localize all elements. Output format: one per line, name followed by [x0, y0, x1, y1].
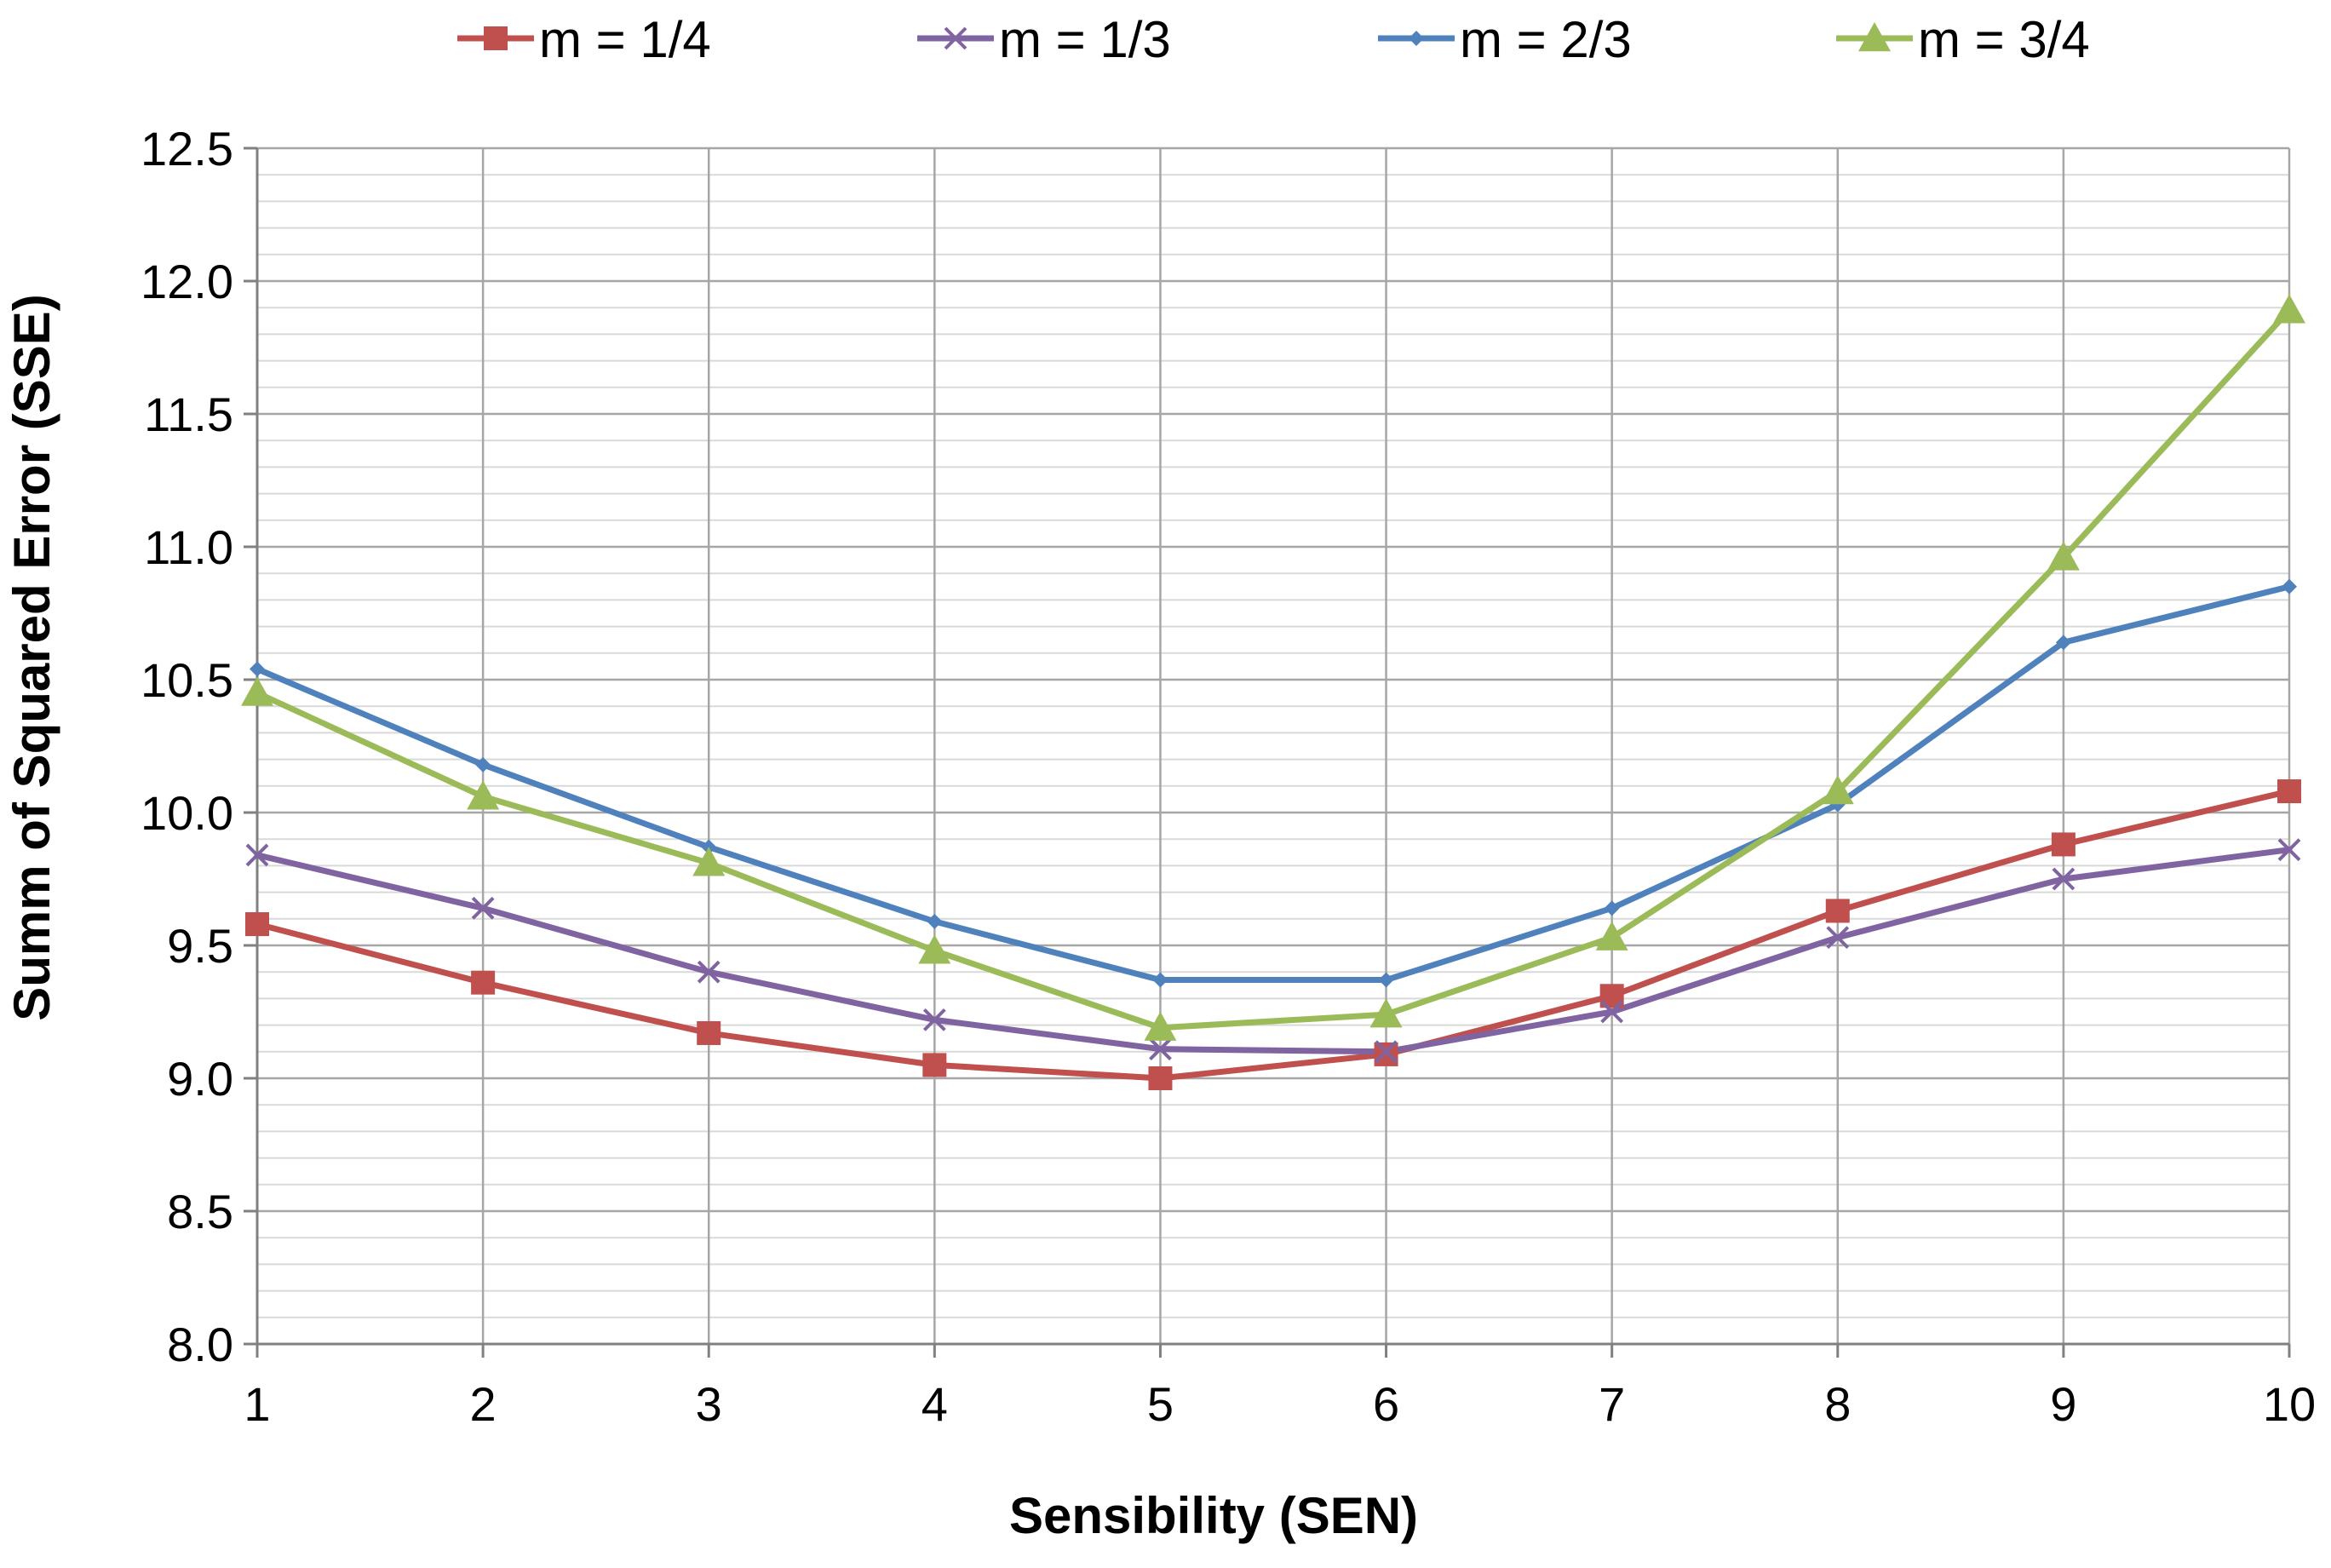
y-tick-label: 10.0 [141, 786, 233, 840]
series-1-point [2051, 832, 2076, 857]
series-1-point [245, 912, 269, 937]
y-tick-label: 10.5 [141, 653, 233, 707]
minor-gridlines [257, 174, 2289, 1318]
series-3-point [1378, 972, 1394, 988]
y-tick-label: 11.5 [144, 388, 233, 441]
series-3-point [1152, 972, 1168, 988]
series-2-point [471, 896, 495, 920]
legend-item: m = 3/4 [1836, 11, 2090, 68]
series-lines [254, 307, 2293, 1082]
series-3-point [2282, 578, 2297, 594]
series-1-point [471, 970, 496, 995]
x-tick-label: 1 [244, 1377, 270, 1431]
series-2-point [2052, 867, 2076, 891]
y-tick-label: 12.5 [141, 122, 233, 175]
legend-label: m = 1/4 [539, 11, 711, 68]
major-gridlines [244, 146, 2291, 1358]
series-3-point [927, 913, 943, 929]
series-4-point [2273, 294, 2305, 324]
series-2-point [2277, 838, 2301, 862]
y-axis-title: Summ of Squared Error (SSE) [3, 294, 60, 1020]
legend-swatch-marker [1858, 22, 1891, 52]
series-2-line [254, 847, 2293, 1055]
legend-item: m = 1/3 [917, 11, 1171, 68]
series-1-point [697, 1020, 721, 1045]
series-3-line [254, 583, 2293, 984]
series-1-point [1825, 899, 1850, 923]
x-tick-label: 6 [1373, 1377, 1399, 1431]
y-tick-label: 9.5 [167, 919, 233, 973]
x-tick-label: 2 [470, 1377, 497, 1431]
legend-swatch-marker [1409, 31, 1424, 46]
x-tick-label: 5 [1147, 1377, 1174, 1431]
x-axis-title: Sensibility (SEN) [1009, 1487, 1418, 1544]
legend-swatch-marker [484, 26, 508, 50]
x-axis-tick-labels: 1 2 3 4 5 6 7 8 9 10 [244, 1377, 2316, 1431]
legend-label: m = 3/4 [1918, 11, 2090, 68]
series-4-point [467, 780, 500, 810]
x-tick-label: 9 [2050, 1377, 2076, 1431]
series-3-point [475, 756, 491, 773]
series-2-point [1600, 1000, 1624, 1024]
series-2-point [1826, 926, 1850, 950]
series-4-point [1595, 921, 1628, 951]
series-3-point [1604, 900, 1620, 916]
x-tick-label: 8 [1824, 1377, 1851, 1431]
x-tick-label: 4 [921, 1377, 948, 1431]
axes [255, 148, 2289, 1346]
series-1-line [254, 788, 2293, 1082]
series-3-point [250, 661, 265, 677]
series-1-point [2277, 779, 2301, 804]
series-3-point [2055, 635, 2071, 651]
legend-label: m = 2/3 [1460, 11, 1632, 68]
series-4-point [918, 934, 951, 964]
series-4-point [241, 676, 273, 706]
series-2-point [245, 843, 269, 867]
series-4-point [1369, 998, 1403, 1028]
y-tick-label: 8.5 [167, 1185, 233, 1238]
series-4-point [692, 847, 726, 876]
series-4-line [254, 307, 2293, 1031]
series-2-point [697, 960, 721, 984]
series-4-point [1821, 775, 1854, 805]
y-tick-label: 11.0 [144, 520, 233, 574]
series-2-point [922, 1008, 946, 1031]
y-tick-label: 8.0 [167, 1318, 233, 1371]
x-tick-label: 10 [2263, 1377, 2316, 1431]
x-tick-label: 3 [696, 1377, 722, 1431]
x-tick-label: 7 [1599, 1377, 1625, 1431]
series-2-point [1375, 1040, 1398, 1064]
legend-item: m = 1/4 [457, 11, 711, 68]
y-tick-label: 9.0 [167, 1052, 233, 1106]
legend-label: m = 1/3 [999, 11, 1171, 68]
series-4-point [1144, 1011, 1177, 1041]
series-1-point [1374, 1042, 1398, 1066]
legend-item: m = 2/3 [1378, 11, 1632, 68]
y-axis-tick-labels: 8.0 8.5 9.0 9.5 10.0 10.5 11.0 11.5 12.0 12.5 [141, 122, 233, 1371]
series-1-point [922, 1053, 947, 1077]
legend: m = 1/4 m = 1/3 m = 2/3 m = 3/4 [457, 11, 2090, 68]
y-tick-label: 12.0 [141, 255, 233, 308]
legend-swatch-marker [944, 26, 967, 50]
series-2-point [1149, 1037, 1172, 1061]
series-1-point [1148, 1066, 1173, 1090]
series-markers [241, 294, 2305, 1090]
series-4-point [2047, 541, 2080, 571]
